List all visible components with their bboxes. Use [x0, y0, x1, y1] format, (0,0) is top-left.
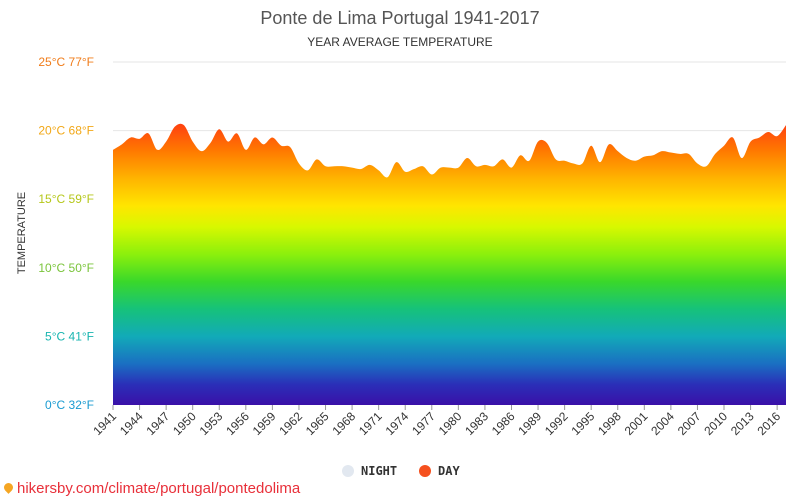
legend-label-night: NIGHT	[361, 464, 397, 478]
x-tick-label-19: 1998	[595, 409, 624, 438]
x-tick-label-3: 1950	[170, 409, 199, 438]
y-axis-label: TEMPERATURE	[16, 192, 28, 274]
y-tick-label-0: 0°C 32°F	[45, 398, 94, 412]
legend: NIGHT DAY	[342, 464, 460, 478]
y-tick-label-5: 25°C 77°F	[38, 55, 94, 69]
x-tick-label-15: 1986	[489, 409, 518, 438]
legend-item-day[interactable]: DAY	[419, 464, 460, 478]
x-tick-label-17: 1992	[542, 409, 571, 438]
y-tick-label-1: 5°C 41°F	[45, 329, 94, 343]
x-tick-label-24: 2013	[728, 409, 757, 438]
x-tick-label-5: 1956	[223, 409, 252, 438]
x-tick-label-13: 1980	[436, 409, 465, 438]
x-tick-label-10: 1971	[356, 409, 385, 438]
night-area	[113, 251, 786, 405]
x-tick-label-11: 1974	[383, 409, 412, 438]
legend-label-day: DAY	[438, 464, 460, 478]
x-tick-label-25: 2016	[754, 409, 783, 438]
plot-areas	[113, 123, 786, 405]
legend-swatch-night	[342, 465, 354, 477]
x-tick-label-18: 1995	[569, 409, 598, 438]
chart-subtitle: YEAR AVERAGE TEMPERATURE	[307, 35, 492, 49]
x-tick-label-22: 2007	[675, 409, 704, 438]
x-tick-label-12: 1977	[409, 409, 438, 438]
x-tick-label-21: 2004	[648, 409, 677, 438]
x-tick-label-1: 1944	[117, 409, 146, 438]
source-link[interactable]: hikersby.com/climate/portugal/pontedolim…	[2, 480, 301, 497]
chart-title: Ponte de Lima Portugal 1941-2017	[260, 8, 539, 28]
x-tick-label-23: 2010	[701, 409, 730, 438]
y-tick-label-4: 20°C 68°F	[38, 124, 94, 138]
x-tick-label-6: 1959	[250, 409, 279, 438]
y-tick-label-3: 15°C 59°F	[38, 192, 94, 206]
x-tick-label-9: 1968	[329, 409, 358, 438]
x-tick-label-0: 1941	[90, 409, 119, 438]
y-axis-ticks: 0°C 32°F 5°C 41°F 10°C 50°F 15°C 59°F 20°C 6…	[38, 55, 94, 412]
legend-item-night[interactable]: NIGHT	[342, 464, 397, 478]
x-tick-label-7: 1962	[276, 409, 305, 438]
x-tick-label-2: 1947	[143, 409, 172, 438]
x-axis-ticks: 1941194419471950195319561959196219651968…	[90, 405, 783, 438]
x-tick-label-8: 1965	[303, 409, 332, 438]
location-pin-icon	[2, 481, 15, 494]
x-tick-label-14: 1983	[462, 409, 491, 438]
y-tick-label-2: 10°C 50°F	[38, 261, 94, 275]
x-tick-label-16: 1989	[515, 409, 544, 438]
x-tick-label-20: 2001	[622, 409, 651, 438]
source-text: hikersby.com/climate/portugal/pontedolim…	[17, 480, 301, 497]
legend-swatch-day	[419, 465, 431, 477]
x-tick-label-4: 1953	[197, 409, 226, 438]
